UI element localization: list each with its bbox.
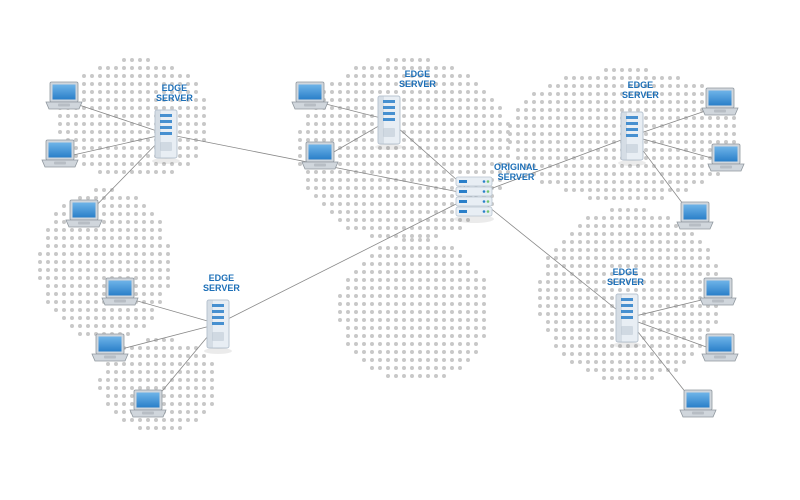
server-stack-icon <box>454 177 494 223</box>
laptop-icon <box>102 278 138 305</box>
server-tower-icon <box>375 96 403 150</box>
node-label: EDGESERVER <box>399 70 436 90</box>
laptop-icon <box>92 334 128 361</box>
node-label: EDGESERVER <box>622 81 659 101</box>
laptop-icon <box>66 200 102 227</box>
server-tower-icon <box>618 112 646 166</box>
laptop-icon <box>130 390 166 417</box>
laptop-icon <box>702 334 738 361</box>
laptop-icon <box>708 144 744 171</box>
server-tower-icon <box>613 294 641 348</box>
laptop-icon <box>302 142 338 169</box>
node-label: ORIGINALSERVER <box>494 163 538 183</box>
laptop-icon <box>702 88 738 115</box>
laptop-icon <box>677 202 713 229</box>
laptop-icon <box>42 140 78 167</box>
server-tower-icon <box>204 300 232 354</box>
laptop-icon <box>292 82 328 109</box>
laptop-icon <box>700 278 736 305</box>
node-label: EDGESERVER <box>156 84 193 104</box>
laptop-icon <box>680 390 716 417</box>
node-label: EDGESERVER <box>203 274 240 294</box>
node-label: EDGESERVER <box>607 268 644 288</box>
server-tower-icon <box>152 110 180 164</box>
laptop-icon <box>46 82 82 109</box>
